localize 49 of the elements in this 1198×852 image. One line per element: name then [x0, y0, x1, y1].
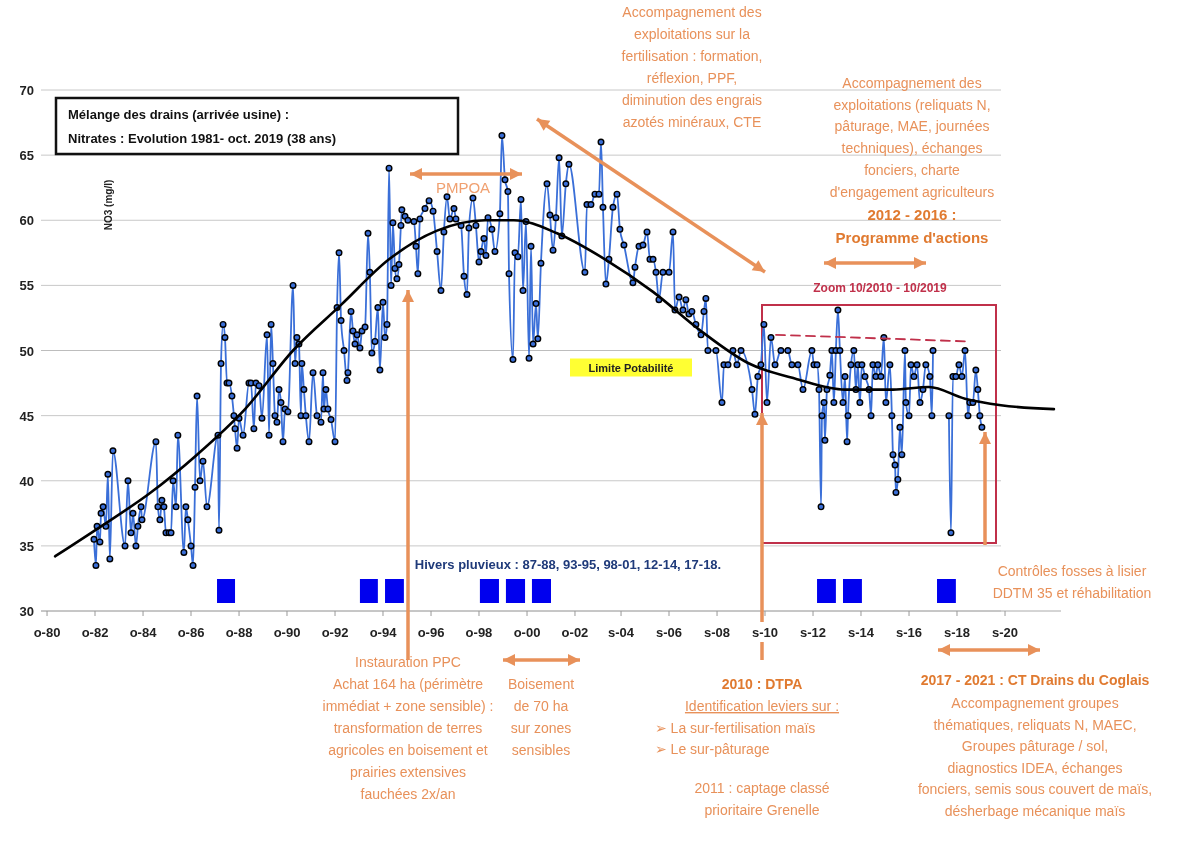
y-tick-label: 35 [19, 538, 34, 554]
x-tick-label: s-16 [896, 625, 923, 640]
y-tick-label: 40 [19, 473, 34, 489]
x-tick-label: s-20 [992, 625, 1019, 640]
x-tick-label: o-90 [273, 625, 301, 640]
x-tick-label: s-06 [655, 625, 683, 640]
ref-line-label: Limite Potabilité [588, 361, 674, 374]
x-tick-label: s-08 [704, 625, 731, 640]
annotation: Accompagnement des exploitations sur la fertilisation : formation, réflexion, PPF, diminution des engrais azotés minéraux, CTE [621, 4, 763, 130]
y-tick-label: 55 [19, 278, 34, 294]
text: Nitrates : Evolution 1981- oct. 2019 (38 ans) [68, 131, 337, 146]
x-tick-label: s-04 [608, 625, 635, 640]
x-tick-label: o-00 [513, 625, 541, 640]
annotation: Accompagnement des exploitations (reliquats N, pâturage, MAE, journées techniques), échanges fonciers, charte d'engagement agriculteurs [829, 75, 995, 200]
x-tick-label: s-14 [847, 625, 875, 640]
y-tick-label: 70 [19, 83, 34, 98]
text: Identification leviers sur : [684, 698, 840, 714]
annotation: Contrôles fosses à lisier DDTM 35 et réhabilitation [992, 563, 1152, 601]
y-tick-label: 65 [19, 148, 34, 164]
text: Boisement de 70 ha sur zones sensibles [507, 676, 575, 758]
text: ➢ La sur-fertilisation maïs ➢ Le sur-pâturage [655, 720, 816, 757]
x-tick-label: o-02 [561, 625, 589, 640]
annotation: 2012 - 2016 : Programme d'actions [835, 206, 989, 246]
annotation: Hivers pluvieux : 87-88, 93-95, 98-01, 12-14, 17-18. [414, 557, 722, 572]
y-axis-title: NO3 (mg/l) [103, 179, 114, 231]
annotation: PMPOA [435, 179, 491, 196]
x-tick-label: o-96 [417, 625, 445, 640]
y-tick-label: 45 [19, 408, 34, 424]
x-tick-label: o-84 [129, 625, 158, 640]
x-tick-label: o-86 [177, 625, 205, 640]
annotation: Zoom 10/2010 - 10/2019 [813, 281, 948, 295]
text: 2017 - 2021 : CT Drains du Coglais [920, 672, 1150, 688]
x-tick-label: o-94 [369, 625, 398, 640]
x-tick-label: o-82 [81, 625, 109, 640]
x-tick-label: s-18 [943, 625, 971, 640]
x-tick-label: s-12 [800, 625, 827, 640]
x-tick-label: o-88 [225, 625, 253, 640]
x-tick-label: o-98 [465, 625, 493, 640]
y-tick-label: 30 [19, 604, 34, 619]
y-tick-label: 60 [19, 213, 34, 229]
x-tick-label: s-10 [751, 625, 779, 640]
text: 2010 : DTPA [721, 676, 803, 692]
x-tick-label: o-92 [321, 625, 349, 640]
text: Instauration PPC Achat 164 ha (périmètre immédiat + zone sensible) : transformation de terres agricoles en boisement et prairies extensives fauchées 2x/an [322, 654, 494, 802]
y-tick-label: 50 [19, 343, 34, 359]
text: Mélange des drains (arrivée usine) : [68, 107, 290, 122]
x-tick-label: o-80 [33, 625, 61, 640]
text: Accompagnement groupes thématiques, reliquats N, MAEC, Groupes pâturage / sol, diagnostics IDEA, échanges fonciers, semis sous couvert de maïs, désherbage mécanique maïs [917, 695, 1153, 819]
text: 2011 : captage classé prioritaire Grenelle [694, 780, 830, 818]
